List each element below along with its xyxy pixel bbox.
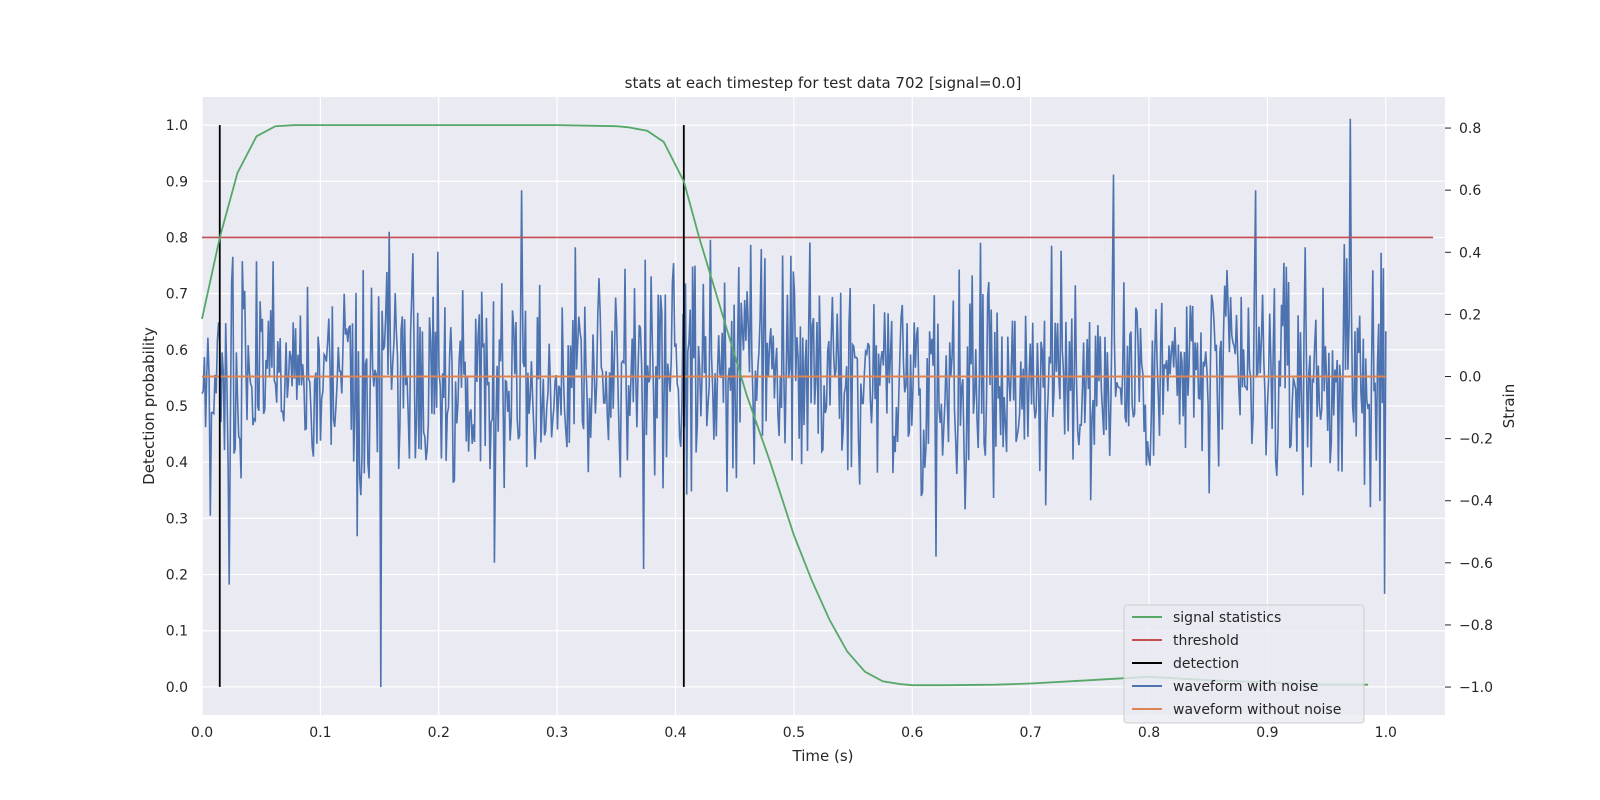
x-tick-label: 0.6 bbox=[901, 725, 923, 741]
y-right-tick-label: −1.0 bbox=[1459, 680, 1493, 696]
series-waveform-with-noise bbox=[201, 118, 1387, 688]
x-tick-label: 0.2 bbox=[428, 725, 450, 741]
legend-label-waveform-with-noise: waveform with noise bbox=[1173, 679, 1318, 695]
y-right-tick-label: −0.2 bbox=[1459, 432, 1493, 448]
y-right-tick-label: −0.6 bbox=[1459, 556, 1493, 572]
y-right-tick-label: 0.6 bbox=[1459, 183, 1481, 199]
y-left-tick-label: 0.4 bbox=[166, 455, 188, 471]
ticks: 0.0 0.1 0.2 0.3 0.4 0.5 0.6 0.7 0.8 0.9 1.0 0.0 0.1 0… bbox=[166, 118, 1493, 741]
waveform-with-noise-layer bbox=[201, 118, 1387, 688]
y-left-tick-label: 0.9 bbox=[166, 174, 188, 190]
y-right-tick-label: 0.2 bbox=[1459, 307, 1481, 323]
y-left-tick-label: 0.2 bbox=[166, 568, 188, 584]
x-tick-label: 1.0 bbox=[1375, 725, 1397, 741]
y-right-tick-label: 0.8 bbox=[1459, 121, 1481, 137]
legend-label-detection: detection bbox=[1173, 656, 1239, 672]
y-right-tick-label: −0.8 bbox=[1459, 618, 1493, 634]
chart-title: stats at each timestep for test data 702… bbox=[625, 74, 1022, 92]
legend-label-threshold: threshold bbox=[1173, 633, 1239, 649]
y-left-tick-label: 0.1 bbox=[166, 624, 188, 640]
x-tick-label: 0.0 bbox=[191, 725, 213, 741]
y-left-tick-label: 0.5 bbox=[166, 399, 188, 415]
x-tick-label: 0.9 bbox=[1256, 725, 1278, 741]
series-signal-statistics bbox=[201, 124, 1369, 687]
y-left-tick-label: 0.0 bbox=[166, 680, 188, 696]
y-right-tick-label: 0.4 bbox=[1459, 245, 1481, 261]
y-right-tick-label: 0.0 bbox=[1459, 369, 1481, 385]
series-layer bbox=[201, 124, 1434, 687]
x-tick-label: 0.5 bbox=[783, 725, 805, 741]
y-left-tick-label: 0.8 bbox=[166, 230, 188, 246]
y-right-tick-label: −0.4 bbox=[1459, 494, 1493, 510]
y-left-tick-label: 0.7 bbox=[166, 287, 188, 303]
legend-label-waveform-without-noise: waveform without noise bbox=[1173, 702, 1341, 718]
x-tick-label: 0.7 bbox=[1020, 725, 1042, 741]
y-left-tick-label: 0.3 bbox=[166, 511, 188, 527]
y-left-tick-label: 1.0 bbox=[166, 118, 188, 134]
x-tick-label: 0.4 bbox=[664, 725, 686, 741]
x-tick-label: 0.1 bbox=[309, 725, 331, 741]
y-left-tick-label: 0.6 bbox=[166, 343, 188, 359]
x-tick-label: 0.3 bbox=[546, 725, 568, 741]
x-tick-label: 0.8 bbox=[1138, 725, 1160, 741]
legend-label-signal-statistics: signal statistics bbox=[1173, 610, 1281, 626]
y-right-axis-label: Strain bbox=[1500, 384, 1518, 428]
legend: signal statistics threshold detection wa… bbox=[1123, 604, 1365, 724]
legend-box bbox=[1123, 604, 1365, 724]
y-left-axis-label: Detection probability bbox=[140, 327, 158, 485]
x-axis-label: Time (s) bbox=[792, 747, 854, 765]
